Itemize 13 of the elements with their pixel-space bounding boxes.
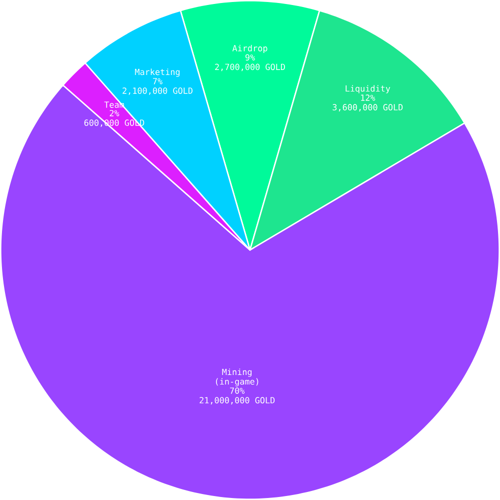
text: 2,700,000 GOLD — [215, 64, 285, 72]
data-label: 7% — [153, 78, 162, 84]
slice-label: Liquidity — [346, 85, 390, 94]
text: 2,100,000 GOLD — [122, 88, 192, 95]
data-label: 12% — [361, 94, 376, 101]
data-label: 2% — [110, 110, 120, 116]
text: 21,000,000 GOLD — [200, 397, 275, 404]
text: 3,600,000 GOLD — [332, 104, 403, 112]
slice-label: Marketing — [135, 68, 180, 77]
slice-label: Mining (in-game) — [216, 368, 258, 386]
slice-label: Airdrop — [232, 44, 268, 54]
data-label: 70% — [230, 387, 245, 394]
data-label: 9% — [245, 54, 255, 61]
